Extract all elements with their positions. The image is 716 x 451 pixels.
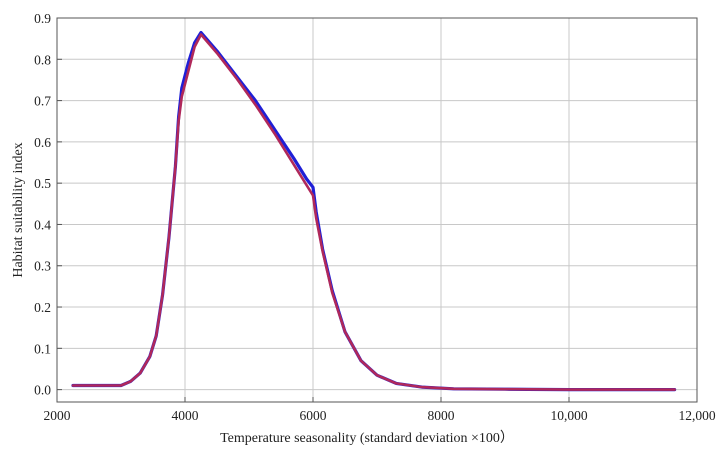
y-tick-label: 0.4 <box>34 217 51 232</box>
y-tick-label: 0.6 <box>34 135 51 150</box>
series-line-2 <box>71 33 676 391</box>
x-tick-label: 2000 <box>44 408 71 423</box>
x-tick-label: 8000 <box>428 408 455 423</box>
x-tick-labels: 2000 4000 6000 8000 10,000 12,000 <box>44 408 716 423</box>
y-axis-title: Habitat suitability index <box>11 142 26 277</box>
y-tick-label: 0.8 <box>34 52 51 67</box>
x-axis-title: Temperature seasonality (standard deviat… <box>220 430 514 446</box>
y-tick-label: 0.3 <box>34 259 51 274</box>
x-tick-label: 4000 <box>172 408 199 423</box>
y-tick-label: 0.9 <box>34 11 51 26</box>
x-tick-label: 10,000 <box>550 408 587 423</box>
tick-marks <box>56 17 698 402</box>
x-tick-label: 12,000 <box>678 408 715 423</box>
y-tick-label: 0.5 <box>34 176 51 191</box>
y-tick-label: 0.7 <box>34 94 51 109</box>
plot-frame <box>56 17 698 403</box>
y-tick-labels: 0.0 0.1 0.2 0.3 0.4 0.5 0.6 0.7 0.8 0.9 <box>34 11 51 398</box>
series-group <box>71 30 677 392</box>
x-tick-label: 6000 <box>300 408 327 423</box>
y-tick-label: 0.2 <box>34 300 51 315</box>
series-line-1 <box>71 30 677 392</box>
y-tick-label: 0.1 <box>34 341 51 356</box>
y-tick-label: 0.0 <box>34 383 51 398</box>
